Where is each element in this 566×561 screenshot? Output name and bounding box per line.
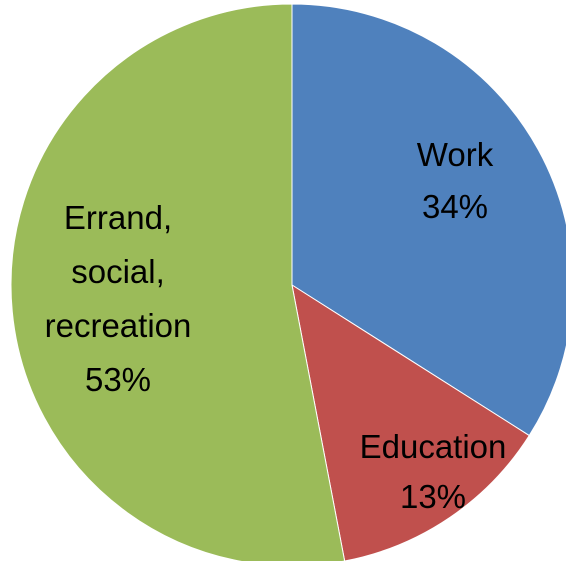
work-label-percent: 34% — [422, 188, 488, 225]
errand-label-percent: 53% — [85, 361, 151, 398]
work-label-name: Work — [417, 136, 494, 173]
work-slice-label: Work 34% — [417, 136, 494, 225]
education-label-percent: 13% — [400, 478, 466, 515]
errand-label-line1: Errand, — [64, 199, 172, 236]
errand-slice-label: Errand, social, recreation 53% — [45, 199, 192, 398]
work-slice — [291, 3, 566, 437]
education-slice-label: Education 13% — [360, 428, 507, 515]
errand-slice — [10, 3, 346, 561]
errand-label-line2: social, — [71, 253, 165, 290]
education-label-name: Education — [360, 428, 507, 465]
education-slice — [291, 283, 530, 561]
errand-label-line3: recreation — [45, 307, 192, 344]
pie-slices — [10, 3, 566, 561]
